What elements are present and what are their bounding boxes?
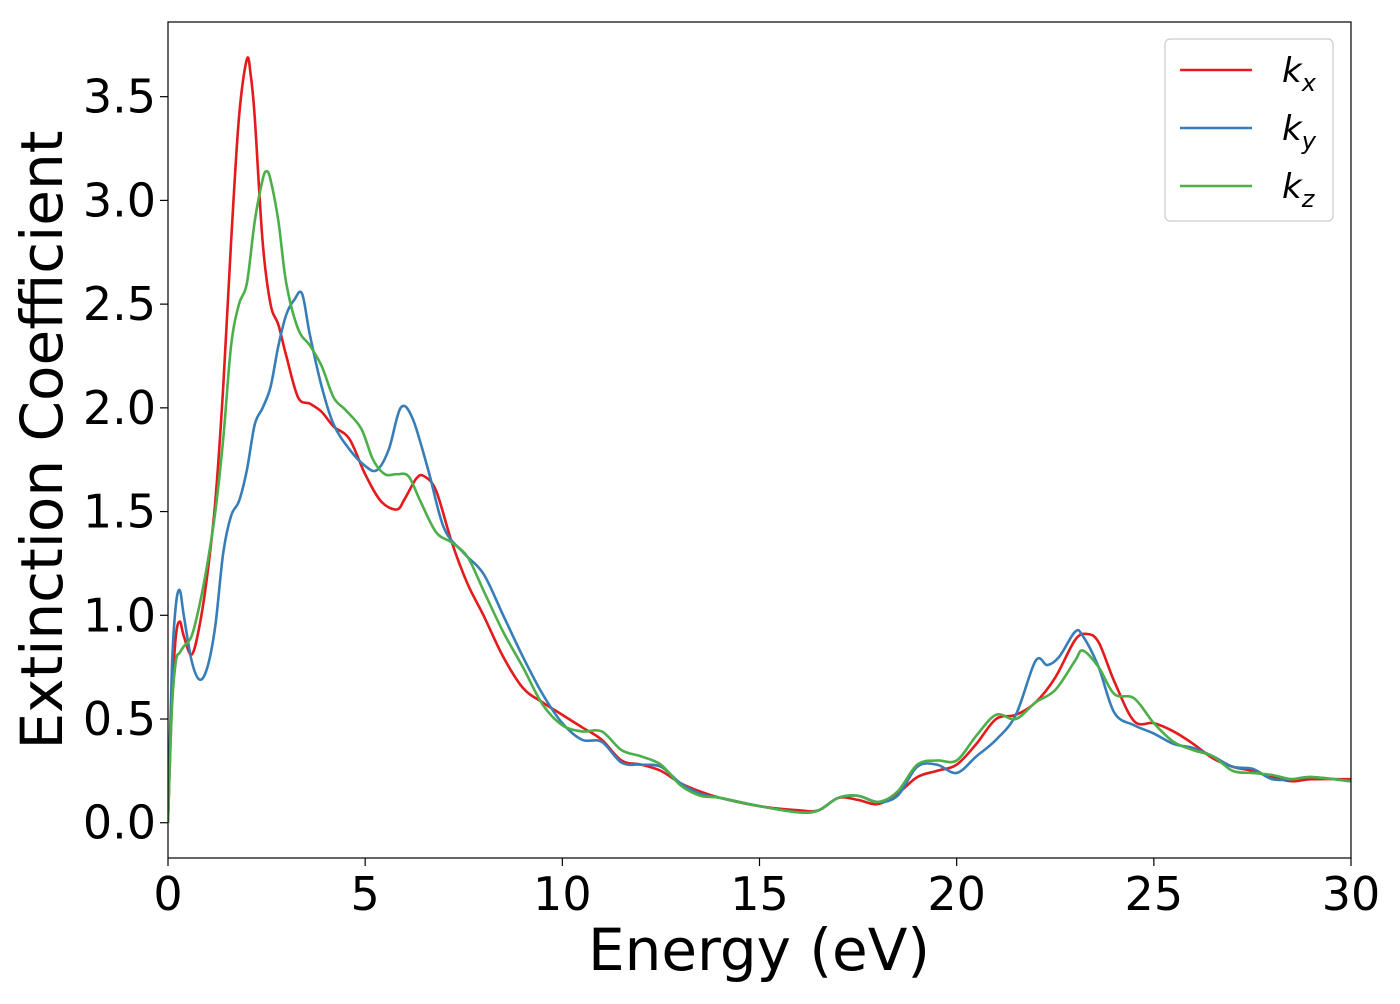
x-tick-label: 20 — [927, 867, 986, 921]
y-axis-ticks: 0.0 0.5 1.0 1.5 2.0 2.5 3.0 3.5 — [83, 70, 168, 850]
y-tick-label: 2.5 — [83, 277, 156, 331]
series-line-z — [168, 170, 1351, 823]
x-tick-label: 30 — [1322, 867, 1381, 921]
series-line-y — [168, 290, 1351, 823]
y-tick-label: 3.0 — [83, 173, 156, 227]
legend-item-z: kz — [1180, 167, 1316, 213]
y-tick-label: 1.5 — [83, 485, 156, 539]
legend-item-y: ky — [1180, 109, 1317, 155]
y-axis-label: Extinction Coefficient — [8, 131, 76, 750]
x-tick-label: 10 — [533, 867, 592, 921]
x-tick-label: 25 — [1125, 867, 1184, 921]
x-axis-ticks: 0 5 10 15 20 25 30 — [153, 858, 1380, 921]
y-tick-label: 2.0 — [83, 381, 156, 435]
y-tick-label: 1.0 — [83, 588, 156, 642]
x-tick-label: 15 — [730, 867, 789, 921]
legend: kx ky kz — [1164, 38, 1334, 222]
series-lines — [168, 56, 1351, 823]
y-tick-label: 0.5 — [83, 692, 156, 746]
x-tick-label: 0 — [153, 867, 182, 921]
x-axis-label: Energy (eV) — [588, 916, 930, 984]
x-tick-label: 5 — [351, 867, 380, 921]
legend-label: kz — [1282, 167, 1316, 213]
legend-label: ky — [1282, 109, 1317, 155]
y-tick-label: 0.0 — [83, 796, 156, 850]
y-tick-label: 3.5 — [83, 70, 156, 124]
legend-item-x: kx — [1180, 51, 1317, 97]
legend-label: kx — [1282, 51, 1317, 97]
legend-box — [1164, 38, 1334, 222]
